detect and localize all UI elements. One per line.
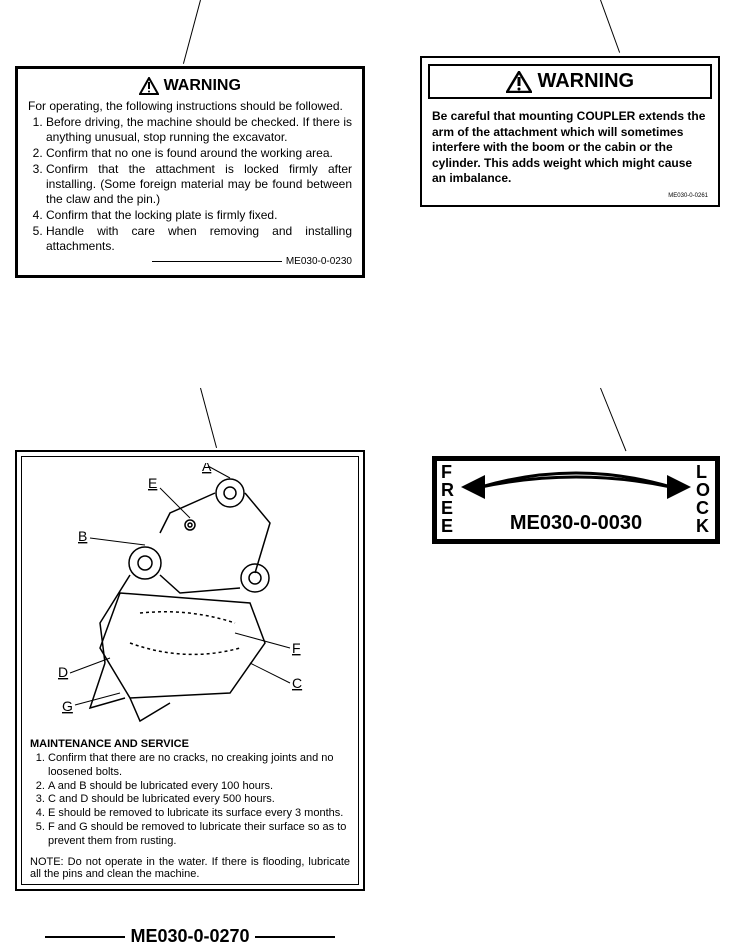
warning-heading-2-text: WARNING xyxy=(537,70,634,92)
warning-list-1: Before driving, the machine should be ch… xyxy=(28,115,352,254)
maintenance-item: C and D should be lubricated every 500 h… xyxy=(48,793,350,807)
maintenance-item: Confirm that there are no cracks, no cre… xyxy=(48,752,350,780)
double-arrow-icon xyxy=(461,465,691,509)
diagram-callout-e: E xyxy=(148,475,157,491)
diagram-callout-d: D xyxy=(58,664,68,680)
warning-item: Confirm that the locking plate is firmly… xyxy=(46,208,352,223)
callout-line-3 xyxy=(200,388,217,448)
callout-line-1 xyxy=(183,0,201,64)
warning-heading-2: WARNING xyxy=(428,64,712,99)
maintenance-text: MAINTENANCE AND SERVICE Confirm that the… xyxy=(30,738,350,880)
warning-label-1: WARNING For operating, the following ins… xyxy=(15,66,365,278)
diagram-callout-b: B xyxy=(78,528,87,544)
warning-label-2: WARNING Be careful that mounting COUPLER… xyxy=(420,56,720,207)
maintenance-list: Confirm that there are no cracks, no cre… xyxy=(30,752,350,848)
warning-item: Before driving, the machine should be ch… xyxy=(46,115,352,145)
part-number-2: ME030-0-0261 xyxy=(428,193,712,199)
lock-free-label: FREE LOCK ME030-0-0030 xyxy=(432,456,720,544)
warning-heading-1-text: WARNING xyxy=(164,77,241,94)
diagram-callout-f: F xyxy=(292,640,301,656)
coupler-diagram: A E B F C D G xyxy=(30,463,350,738)
maintenance-item: F and G should be removed to lubricate t… xyxy=(48,821,350,849)
maintenance-label: A E B F C D G MAINTENANCE AND SERVICE Co… xyxy=(15,450,365,891)
warning-triangle-icon xyxy=(506,71,532,93)
callout-line-2 xyxy=(600,0,620,53)
part-number-1: ME030-0-0230 xyxy=(28,256,352,267)
warning-item: Confirm that no one is found around the … xyxy=(46,146,352,161)
diagram-callout-a: A xyxy=(202,463,212,474)
maintenance-title: MAINTENANCE AND SERVICE xyxy=(30,738,350,750)
warning-heading-1: WARNING xyxy=(28,77,352,95)
diagram-callout-c: C xyxy=(292,675,302,691)
callout-line-4 xyxy=(600,388,626,451)
warning-body-2: Be careful that mounting COUPLER extends… xyxy=(428,109,712,193)
warning-item: Handle with care when removing and insta… xyxy=(46,224,352,254)
diagram-callout-g: G xyxy=(62,698,73,714)
part-number-4: ME030-0-0030 xyxy=(437,512,715,535)
warning-intro-1: For operating, the following instruction… xyxy=(28,99,352,113)
warning-item: Confirm that the attachment is locked fi… xyxy=(46,162,352,207)
maintenance-item: E should be removed to lubricate its sur… xyxy=(48,807,350,821)
maintenance-note: NOTE: Do not operate in the water. If th… xyxy=(30,856,350,880)
warning-triangle-icon xyxy=(139,77,159,95)
maintenance-item: A and B should be lubricated every 100 h… xyxy=(48,780,350,794)
